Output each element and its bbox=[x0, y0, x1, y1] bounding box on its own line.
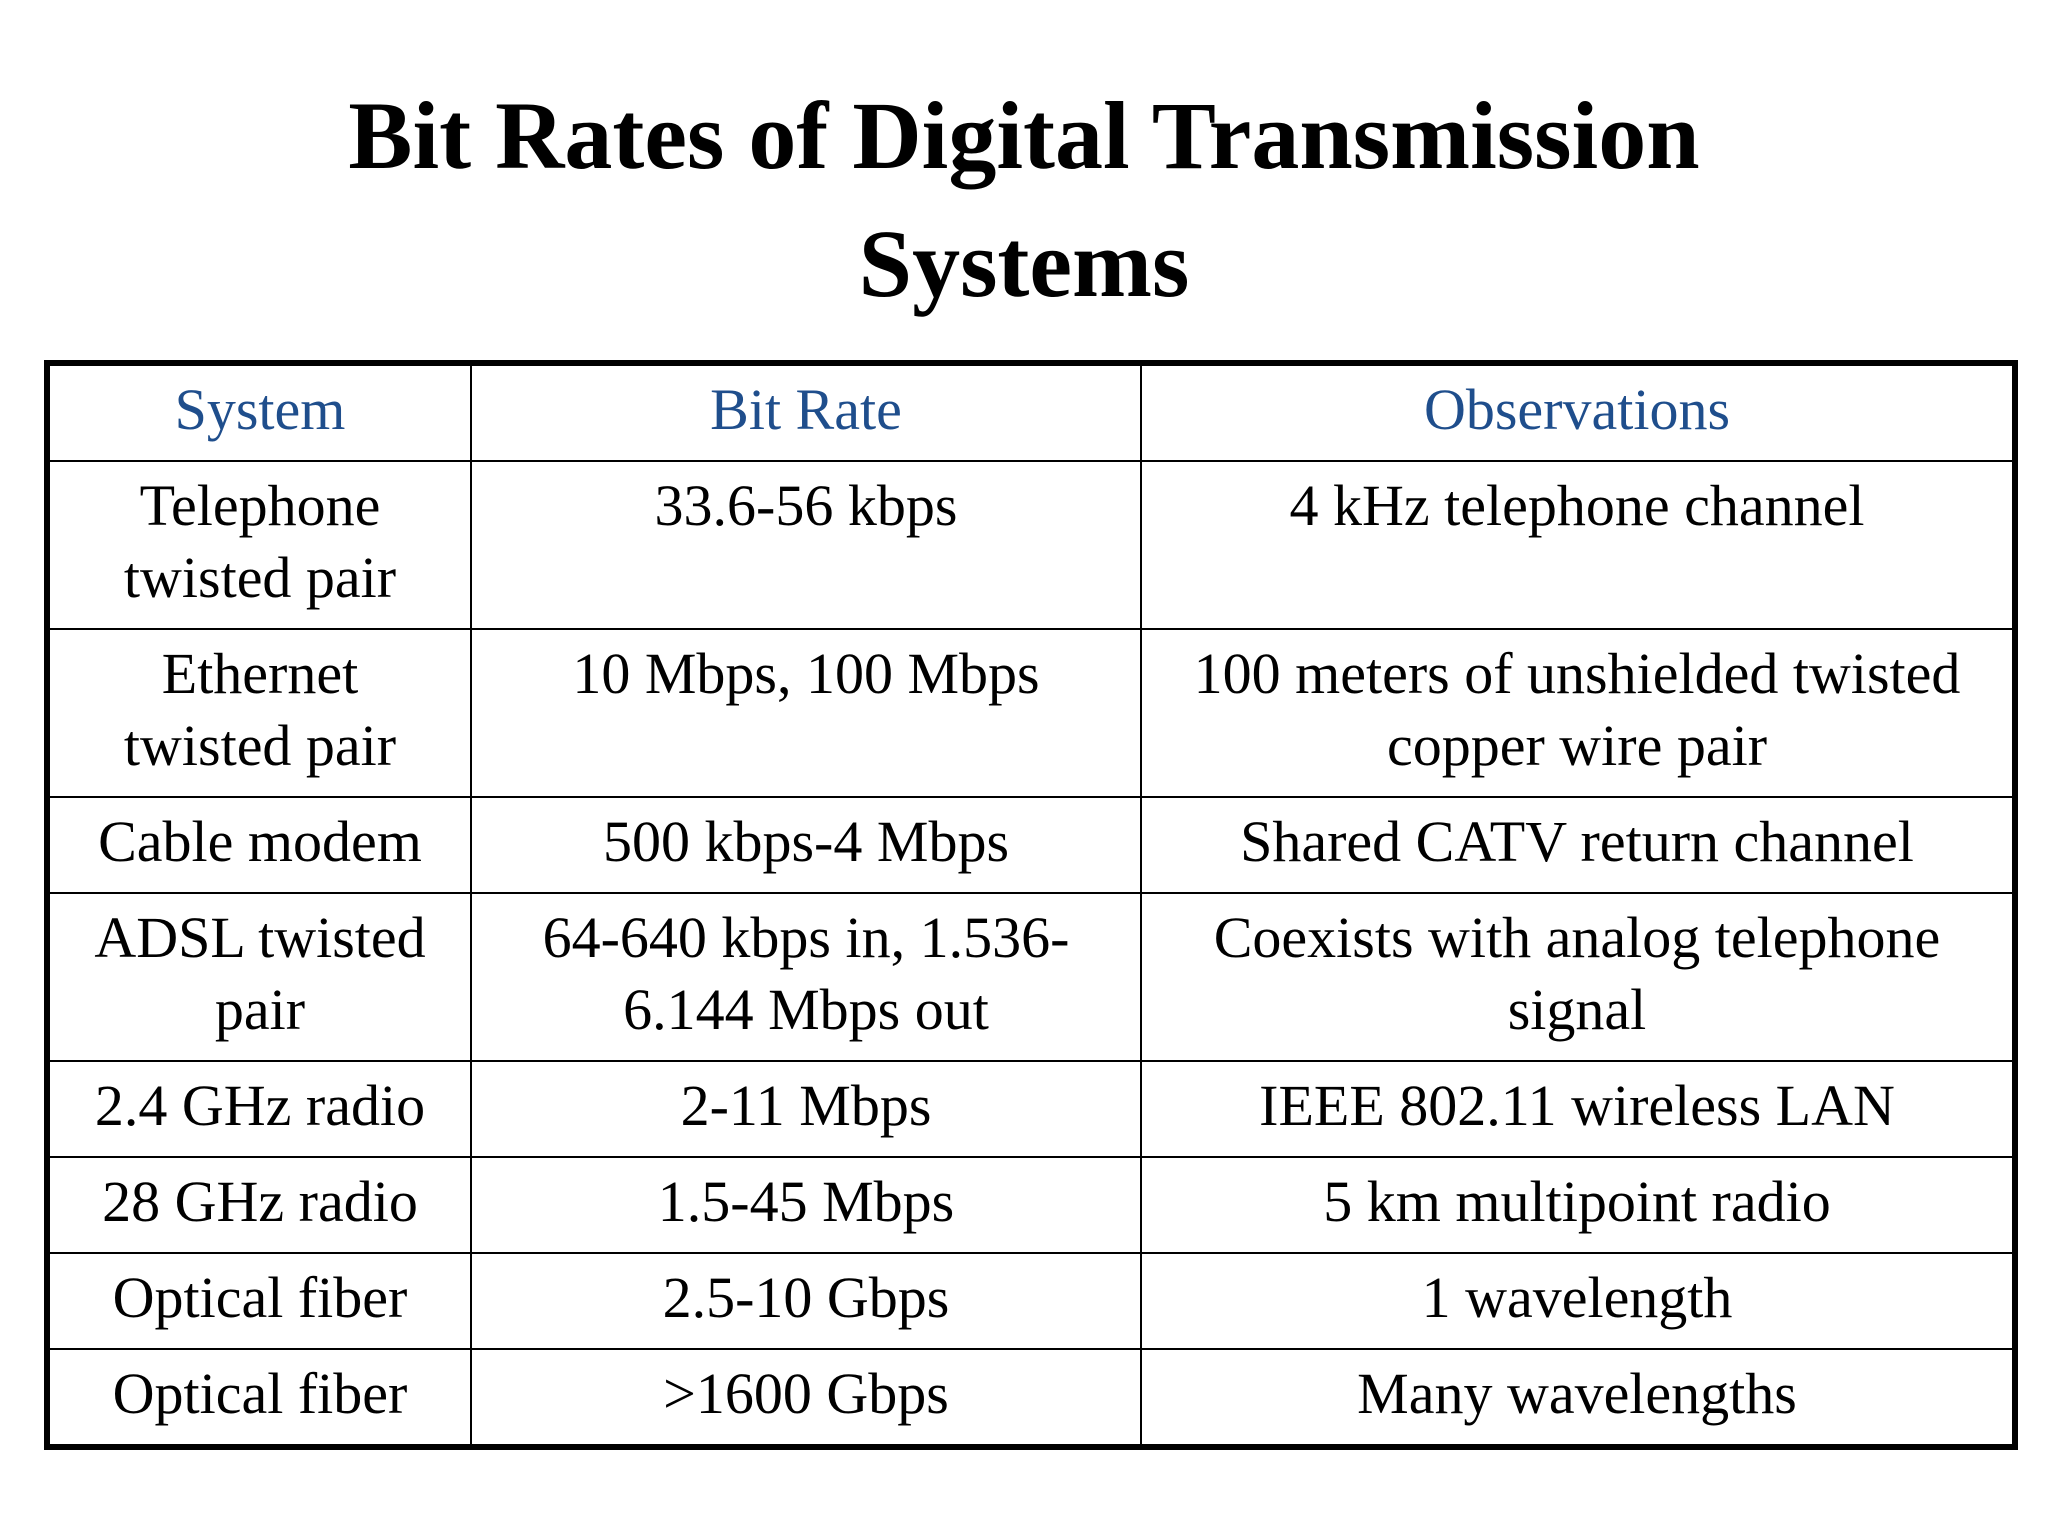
table-row: 28 GHz radio 1.5-45 Mbps 5 km multipoint… bbox=[46, 1156, 2016, 1254]
header-observations: Observations bbox=[1140, 362, 2016, 462]
cell-system: Optical fiber bbox=[46, 1348, 472, 1448]
cell-text: 5 km multipoint radio bbox=[1323, 1169, 1831, 1234]
cell-text: Coexists with analog telephone bbox=[1213, 905, 1941, 970]
cell-observations: 1 wavelength bbox=[1140, 1252, 2016, 1350]
table-row: Telephone twisted pair 33.6-56 kbps 4 kH… bbox=[46, 460, 2016, 630]
cell-system: Ethernet twisted pair bbox=[46, 628, 472, 798]
table-row: Cable modem 500 kbps-4 Mbps Shared CATV … bbox=[46, 796, 2016, 894]
header-bit-rate: Bit Rate bbox=[470, 362, 1142, 462]
cell-text: 64-640 kbps in, 1.536- bbox=[542, 905, 1070, 970]
cell-system: 28 GHz radio bbox=[46, 1156, 472, 1254]
cell-observations: IEEE 802.11 wireless LAN bbox=[1140, 1060, 2016, 1158]
cell-text: Ethernet bbox=[161, 641, 359, 706]
cell-text: 10 Mbps, 100 Mbps bbox=[572, 641, 1040, 706]
cell-text: copper wire pair bbox=[1386, 713, 1768, 778]
table-row: Ethernet twisted pair 10 Mbps, 100 Mbps … bbox=[46, 628, 2016, 798]
cell-text: Many wavelengths bbox=[1357, 1361, 1797, 1426]
cell-bit-rate: 64-640 kbps in, 1.536- 6.144 Mbps out bbox=[470, 892, 1142, 1062]
cell-bit-rate: 500 kbps-4 Mbps bbox=[470, 796, 1142, 894]
cell-bit-rate: 1.5-45 Mbps bbox=[470, 1156, 1142, 1254]
cell-observations: Shared CATV return channel bbox=[1140, 796, 2016, 894]
cell-text: Optical fiber bbox=[112, 1361, 408, 1426]
cell-text: Shared CATV return channel bbox=[1240, 809, 1914, 874]
cell-observations: 4 kHz telephone channel bbox=[1140, 460, 2016, 630]
cell-observations: 5 km multipoint radio bbox=[1140, 1156, 2016, 1254]
page-title: Bit Rates of Digital Transmission System… bbox=[0, 72, 2048, 328]
cell-observations: Many wavelengths bbox=[1140, 1348, 2016, 1448]
cell-text: twisted pair bbox=[123, 713, 397, 778]
cell-text: ADSL twisted bbox=[94, 905, 426, 970]
cell-bit-rate: >1600 Gbps bbox=[470, 1348, 1142, 1448]
cell-text: Optical fiber bbox=[112, 1265, 408, 1330]
cell-system: Optical fiber bbox=[46, 1252, 472, 1350]
cell-text: 2.5-10 Gbps bbox=[662, 1265, 950, 1330]
cell-text: 2.4 GHz radio bbox=[94, 1073, 426, 1138]
cell-text: pair bbox=[214, 977, 306, 1042]
cell-bit-rate: 33.6-56 kbps bbox=[470, 460, 1142, 630]
table-row: ADSL twisted pair 64-640 kbps in, 1.536-… bbox=[46, 892, 2016, 1062]
cell-text: Telephone bbox=[139, 473, 381, 538]
cell-text: 6.144 Mbps out bbox=[623, 977, 989, 1042]
cell-text: 500 kbps-4 Mbps bbox=[602, 809, 1010, 874]
cell-text: >1600 Gbps bbox=[663, 1361, 949, 1426]
bit-rates-table: System Bit Rate Observations Telephone t… bbox=[44, 360, 2018, 1450]
cell-text: 4 kHz telephone channel bbox=[1289, 473, 1865, 538]
cell-text: IEEE 802.11 wireless LAN bbox=[1259, 1073, 1895, 1138]
cell-text: 1.5-45 Mbps bbox=[657, 1169, 955, 1234]
table-row: Optical fiber 2.5-10 Gbps 1 wavelength bbox=[46, 1252, 2016, 1350]
cell-text: 33.6-56 kbps bbox=[654, 473, 958, 538]
table-row: Optical fiber >1600 Gbps Many wavelength… bbox=[46, 1348, 2016, 1448]
cell-text: 100 meters of unshielded twisted bbox=[1193, 641, 1961, 706]
cell-bit-rate: 2.5-10 Gbps bbox=[470, 1252, 1142, 1350]
bit-rates-table-container: System Bit Rate Observations Telephone t… bbox=[44, 360, 2018, 1450]
cell-system: Cable modem bbox=[46, 796, 472, 894]
title-line-1: Bit Rates of Digital Transmission bbox=[348, 82, 1700, 189]
cell-observations: 100 meters of unshielded twisted copper … bbox=[1140, 628, 2016, 798]
cell-text: twisted pair bbox=[123, 545, 397, 610]
header-system: System bbox=[46, 362, 472, 462]
cell-observations: Coexists with analog telephone signal bbox=[1140, 892, 2016, 1062]
cell-text: 28 GHz radio bbox=[102, 1169, 418, 1234]
cell-system: 2.4 GHz radio bbox=[46, 1060, 472, 1158]
cell-system: ADSL twisted pair bbox=[46, 892, 472, 1062]
cell-text: 2-11 Mbps bbox=[680, 1073, 932, 1138]
table-row: 2.4 GHz radio 2-11 Mbps IEEE 802.11 wire… bbox=[46, 1060, 2016, 1158]
cell-text: Cable modem bbox=[98, 809, 422, 874]
cell-bit-rate: 2-11 Mbps bbox=[470, 1060, 1142, 1158]
title-line-2: Systems bbox=[858, 210, 1190, 317]
cell-system: Telephone twisted pair bbox=[46, 460, 472, 630]
cell-text: 1 wavelength bbox=[1421, 1265, 1733, 1330]
cell-bit-rate: 10 Mbps, 100 Mbps bbox=[470, 628, 1142, 798]
table-header-row: System Bit Rate Observations bbox=[46, 362, 2016, 462]
cell-text: signal bbox=[1507, 977, 1647, 1042]
